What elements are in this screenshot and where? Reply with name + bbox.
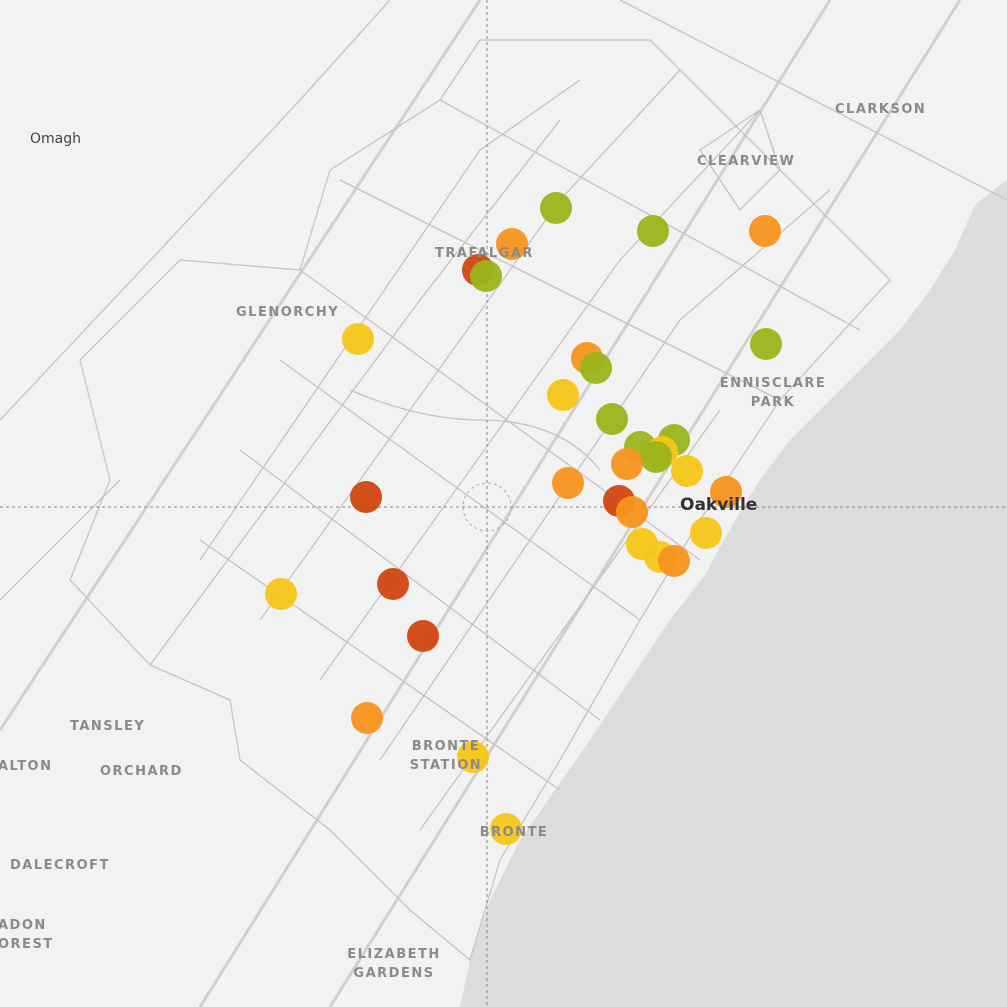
marker[interactable] bbox=[351, 702, 383, 734]
place-labels: Omagh CLARKSON CLEARVIEW TRAFALGAR GLENO… bbox=[0, 102, 926, 981]
marker[interactable] bbox=[407, 620, 439, 652]
place-label: TANSLEY bbox=[70, 719, 145, 734]
marker[interactable] bbox=[690, 517, 722, 549]
marker[interactable] bbox=[616, 496, 648, 528]
markers bbox=[265, 192, 782, 845]
lake bbox=[460, 180, 1007, 1007]
place-label: ENNISCLARE bbox=[720, 376, 827, 391]
marker[interactable] bbox=[496, 228, 528, 260]
place-label: BRONTE bbox=[412, 739, 481, 754]
marker[interactable] bbox=[265, 578, 297, 610]
place-label: GARDENS bbox=[353, 966, 434, 981]
marker[interactable] bbox=[671, 455, 703, 487]
marker[interactable] bbox=[640, 441, 672, 473]
marker[interactable] bbox=[596, 403, 628, 435]
place-label: ADON bbox=[0, 918, 47, 933]
place-label: CLEARVIEW bbox=[697, 154, 795, 169]
place-label: BRONTE bbox=[480, 825, 549, 840]
marker[interactable] bbox=[750, 328, 782, 360]
marker[interactable] bbox=[637, 215, 669, 247]
marker[interactable] bbox=[710, 476, 742, 508]
place-label: CLARKSON bbox=[835, 102, 926, 117]
marker[interactable] bbox=[540, 192, 572, 224]
place-label: TRAFALGAR bbox=[435, 246, 534, 261]
marker[interactable] bbox=[490, 813, 522, 845]
marker[interactable] bbox=[377, 568, 409, 600]
marker[interactable] bbox=[749, 215, 781, 247]
place-label: ALTON bbox=[0, 759, 53, 774]
place-label: GLENORCHY bbox=[236, 305, 339, 320]
place-label: STATION bbox=[410, 758, 482, 773]
marker[interactable] bbox=[547, 379, 579, 411]
place-label: Omagh bbox=[30, 131, 81, 147]
marker[interactable] bbox=[611, 448, 643, 480]
place-label: PARK bbox=[751, 395, 795, 410]
place-label: ORCHARD bbox=[100, 764, 183, 779]
marker[interactable] bbox=[658, 545, 690, 577]
place-label: ELIZABETH bbox=[347, 947, 441, 962]
place-label: Oakville bbox=[680, 495, 757, 515]
marker[interactable] bbox=[580, 352, 612, 384]
marker[interactable] bbox=[552, 467, 584, 499]
marker[interactable] bbox=[470, 260, 502, 292]
marker[interactable] bbox=[457, 741, 489, 773]
place-label: OREST bbox=[0, 937, 54, 952]
place-label: DALECROFT bbox=[10, 858, 110, 873]
marker[interactable] bbox=[350, 481, 382, 513]
marker[interactable] bbox=[342, 323, 374, 355]
